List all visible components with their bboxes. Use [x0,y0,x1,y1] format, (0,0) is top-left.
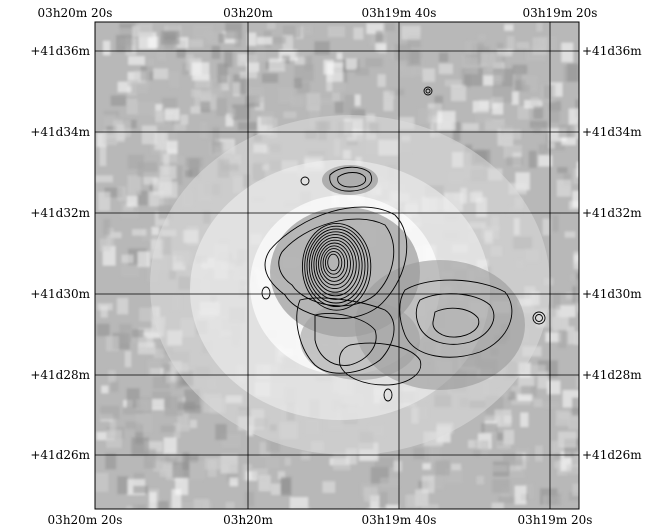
ra-label-bottom: 03h20m [223,513,273,527]
greyscale-image [95,22,579,509]
ra-label-top: 03h20m [223,6,273,20]
ra-label-bottom: 03h20m 20s [48,513,123,527]
dec-label-right: +41d28m [582,368,642,382]
dec-label-left: +41d34m [30,125,90,139]
dec-label-left: +41d32m [30,206,90,220]
ra-label-top: 03h19m 20s [523,6,598,20]
ra-label-top: 03h20m 20s [38,6,113,20]
dec-axis-left: +41d36m +41d34m +41d32m +41d30m +41d28m … [30,44,90,462]
dec-label-left: +41d26m [30,448,90,462]
dec-label-right: +41d32m [582,206,642,220]
dec-label-left: +41d36m [30,44,90,58]
ra-axis-top: 03h20m 20s 03h20m 03h19m 40s 03h19m 20s [38,6,598,20]
ra-label-bottom: 03h19m 20s [518,513,593,527]
dec-label-left: +41d30m [30,287,90,301]
ra-label-top: 03h19m 40s [362,6,437,20]
ra-label-bottom: 03h19m 40s [362,513,437,527]
coordinate-grid [95,22,579,509]
dec-label-right: +41d34m [582,125,642,139]
ra-axis-bottom: 03h20m 20s 03h20m 03h19m 40s 03h19m 20s [48,513,593,527]
dec-axis-right: +41d36m +41d34m +41d32m +41d30m +41d28m … [582,44,642,462]
contour-lines [261,86,546,402]
dec-label-right: +41d26m [582,448,642,462]
dec-label-right: +41d30m [582,287,642,301]
dec-label-left: +41d28m [30,368,90,382]
plot-frame [94,21,580,510]
dec-label-right: +41d36m [582,44,642,58]
